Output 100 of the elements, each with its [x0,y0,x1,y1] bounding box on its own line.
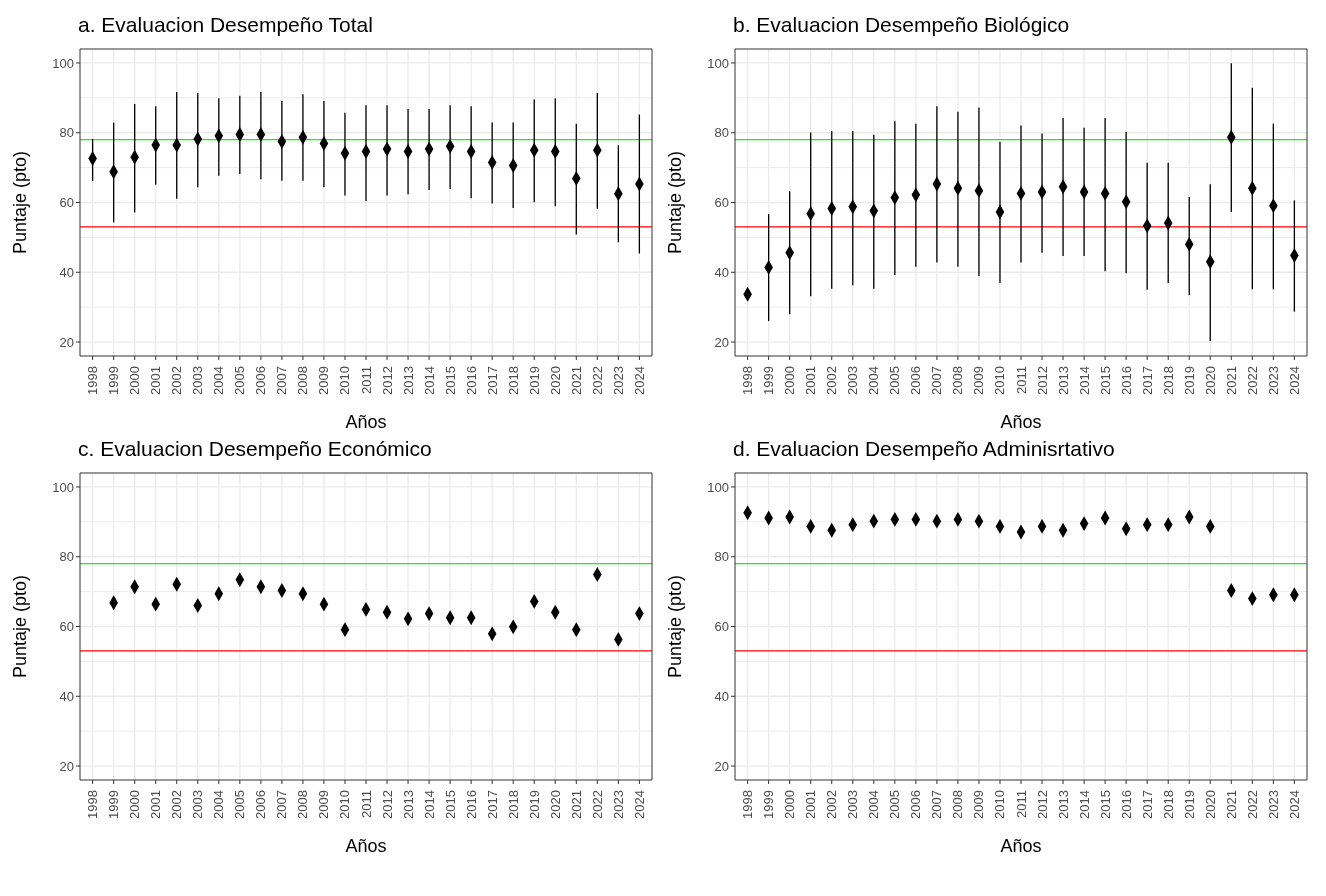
x-tick-label: 2019 [1181,366,1197,395]
x-tick-label: 2009 [316,790,332,819]
x-tick-label: 2010 [337,366,353,395]
x-tick-label: 2014 [421,790,437,819]
chart-title: d. Evaluacion Desempeño Adminisrtativo [732,436,1116,462]
x-tick-label: 2004 [211,366,227,395]
x-tick-label: 2022 [589,790,605,819]
y-axis-title: Puntaje (pto) [10,574,31,679]
y-tick-label: 20 [714,334,729,350]
x-tick-label: 1998 [85,366,101,395]
x-tick-label: 2003 [845,790,861,819]
x-tick-label: 2000 [782,366,798,395]
x-tick-label: 2022 [1244,366,1260,395]
x-tick-label: 2021 [568,790,584,819]
x-tick-label: 2004 [211,790,227,819]
x-tick-label: 1999 [761,366,777,395]
y-tick-label: 60 [714,195,729,211]
x-tick-label: 2005 [887,366,903,395]
x-axis-title: Años [345,412,387,432]
x-tick-label: 2004 [866,366,882,395]
x-tick-label: 2023 [1265,366,1281,395]
x-tick-label: 2018 [1160,366,1176,395]
x-tick-label: 2009 [971,366,987,395]
x-tick-label: 2006 [253,790,269,819]
x-tick-label: 2006 [908,366,924,395]
x-tick-label: 2009 [971,790,987,819]
x-tick-label: 2013 [1055,790,1071,819]
x-tick-label: 2002 [824,790,840,819]
y-axis-title: Puntaje (pto) [665,150,686,255]
x-tick-label: 2018 [505,366,521,395]
x-tick-label: 2024 [1286,790,1302,819]
x-tick-label: 2023 [610,366,626,395]
y-tick-label: 40 [714,688,729,704]
y-tick-label: 80 [714,125,729,141]
x-tick-label: 2019 [1181,790,1197,819]
x-tick-label: 2011 [1013,790,1029,818]
y-tick-label: 60 [714,619,729,635]
y-tick-label: 80 [59,549,74,565]
x-tick-label: 1998 [740,790,756,819]
x-tick-label: 2001 [148,790,164,819]
x-tick-label: 2019 [526,790,542,819]
y-tick-label: 100 [707,55,729,71]
x-tick-label: 2017 [1139,790,1155,819]
x-tick-label: 2003 [190,790,206,819]
x-tick-label: 2015 [1097,366,1113,395]
x-tick-label: 1999 [106,790,122,819]
x-tick-label: 2021 [1223,366,1239,395]
x-tick-label: 2010 [337,790,353,819]
y-axis-title: Puntaje (pto) [665,574,686,679]
x-tick-label: 2017 [1139,366,1155,395]
x-tick-label: 2012 [1034,790,1050,819]
x-tick-label: 1999 [106,366,122,395]
x-tick-label: 2024 [1286,366,1302,395]
x-tick-label: 2003 [190,366,206,395]
x-tick-label: 1998 [85,790,101,819]
x-tick-label: 2003 [845,366,861,395]
x-tick-label: 2012 [379,366,395,395]
x-tick-label: 2002 [169,366,185,395]
x-tick-label: 2021 [1223,790,1239,819]
x-tick-label: 2011 [358,790,374,818]
x-tick-label: 2022 [1244,790,1260,819]
x-tick-label: 2001 [803,366,819,395]
x-axis-title: Años [345,836,387,856]
x-tick-label: 2017 [484,790,500,819]
x-tick-label: 2008 [950,366,966,395]
x-tick-label: 2000 [127,790,143,819]
x-tick-label: 2005 [232,790,248,819]
chart-title: a. Evaluacion Desempeño Total [77,12,374,38]
x-tick-label: 2016 [463,366,479,395]
x-tick-label: 2011 [1013,366,1029,394]
y-tick-label: 100 [707,479,729,495]
x-tick-label: 2023 [1265,790,1281,819]
x-tick-label: 2010 [992,790,1008,819]
x-tick-label: 2009 [316,366,332,395]
x-axis-title: Años [1000,412,1042,432]
x-tick-label: 2012 [379,790,395,819]
x-tick-label: 2021 [568,366,584,395]
x-tick-label: 2002 [824,366,840,395]
x-tick-label: 2022 [589,366,605,395]
x-tick-label: 2007 [274,366,290,395]
x-tick-label: 2014 [421,366,437,395]
x-tick-label: 2001 [148,366,164,395]
x-tick-label: 2017 [484,366,500,395]
x-tick-label: 2023 [610,790,626,819]
chart-title: c. Evaluacion Desempeño Económico [77,436,433,462]
x-tick-label: 1998 [740,366,756,395]
x-tick-label: 2000 [782,790,798,819]
x-tick-label: 2011 [358,366,374,394]
x-tick-label: 2020 [1202,790,1218,819]
y-tick-label: 40 [59,688,74,704]
y-tick-label: 20 [714,758,729,774]
x-tick-label: 2016 [1118,366,1134,395]
x-tick-label: 2024 [631,790,647,819]
y-tick-label: 60 [59,619,74,635]
x-tick-label: 2020 [547,366,563,395]
x-tick-label: 2014 [1076,366,1092,395]
x-tick-label: 2013 [1055,366,1071,395]
x-tick-label: 2008 [295,366,311,395]
x-tick-label: 2015 [442,790,458,819]
x-tick-label: 2007 [274,790,290,819]
